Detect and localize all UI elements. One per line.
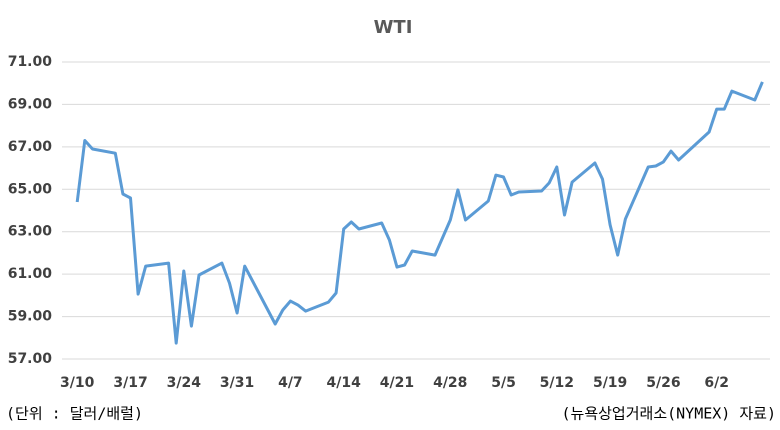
data-line	[75, 81, 764, 345]
x-tick-label: 3/17	[113, 375, 147, 391]
y-tick-label: 59.00	[8, 309, 53, 325]
x-tick-label: 6/2	[704, 375, 729, 391]
y-tick-label: 61.00	[8, 266, 53, 282]
chart-title: WTI	[374, 17, 413, 38]
x-tick-label: 5/5	[491, 375, 516, 391]
y-tick-label: 57.00	[8, 351, 53, 367]
y-tick-label: 65.00	[8, 181, 53, 197]
x-tick-label: 4/7	[278, 375, 303, 391]
x-tick-label: 4/21	[380, 375, 414, 391]
y-tick-label: 71.00	[8, 54, 53, 70]
unit-note: (단위 : 달러/배럴)	[6, 405, 143, 423]
x-tick-label: 3/24	[167, 375, 202, 391]
x-tick-label: 5/12	[540, 375, 574, 391]
x-tick-label: 5/19	[593, 375, 627, 391]
x-tick-label: 5/26	[646, 375, 680, 391]
y-tick-label: 63.00	[8, 224, 53, 240]
x-tick-label: 3/31	[220, 375, 254, 391]
x-tick-label: 4/28	[433, 375, 467, 391]
y-tick-label: 69.00	[8, 96, 53, 112]
y-tick-label: 67.00	[8, 139, 53, 155]
source-note: (뉴욕상업거래소(NYMEX) 자료)	[561, 405, 776, 423]
x-tick-label: 4/14	[327, 375, 362, 391]
x-tick-label: 3/10	[60, 375, 95, 391]
